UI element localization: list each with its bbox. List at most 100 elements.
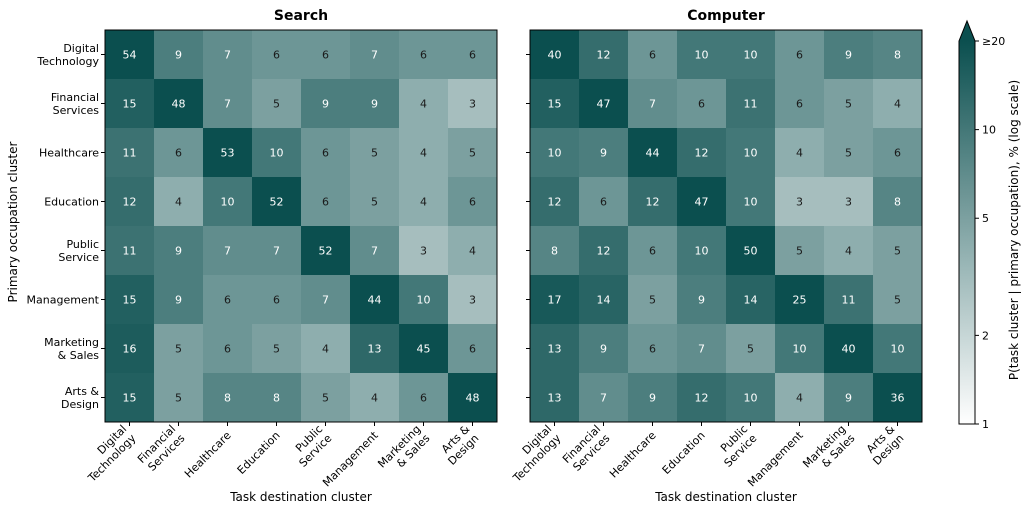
- heatmap-cell: [448, 30, 497, 79]
- cell-value-label: 7: [224, 98, 231, 111]
- cell-value-label: 4: [175, 196, 182, 209]
- cell-value-label: 6: [649, 245, 656, 258]
- heatmap-cell: [579, 324, 628, 373]
- heatmap-cell: [301, 79, 350, 128]
- heatmap-cell: [677, 79, 726, 128]
- cell-value-label: 5: [273, 343, 280, 356]
- cell-value-label: 9: [845, 49, 852, 62]
- heatmap-cell: [677, 373, 726, 422]
- x-axis-label: Task destination cluster: [229, 490, 372, 504]
- heatmap-cell: [530, 79, 579, 128]
- cell-value-label: 5: [273, 98, 280, 111]
- y-tick-label: Financial Services: [51, 91, 99, 117]
- heatmap-cell: [677, 128, 726, 177]
- cell-value-label: 16: [123, 343, 137, 356]
- cell-value-label: 7: [273, 245, 280, 258]
- cell-value-label: 48: [466, 392, 480, 405]
- heatmap-cell: [824, 177, 873, 226]
- heatmap-cell: [628, 226, 677, 275]
- heatmap-cell: [628, 275, 677, 324]
- cell-value-label: 10: [417, 294, 431, 307]
- cell-value-label: 13: [368, 343, 382, 356]
- cell-value-label: 40: [842, 343, 856, 356]
- heatmap-cell: [252, 128, 301, 177]
- x-axis-label: Task destination cluster: [654, 490, 797, 504]
- cell-value-label: 5: [894, 245, 901, 258]
- cell-value-label: 9: [845, 392, 852, 405]
- heatmap-cell: [399, 226, 448, 275]
- heatmap-cell: [203, 275, 252, 324]
- heatmap-cell: [824, 275, 873, 324]
- cell-value-label: 14: [744, 294, 758, 307]
- heatmap-cell: [448, 373, 497, 422]
- cell-value-label: 5: [845, 98, 852, 111]
- x-tick-label: Arts &Design: [861, 422, 907, 468]
- heatmap-cell: [252, 226, 301, 275]
- cell-value-label: 10: [744, 49, 758, 62]
- heatmap-cell: [350, 177, 399, 226]
- cell-value-label: 12: [695, 392, 709, 405]
- cell-value-label: 7: [371, 49, 378, 62]
- heatmap-cell: [301, 30, 350, 79]
- heatmap-cell: [530, 226, 579, 275]
- heatmap-cell: [628, 128, 677, 177]
- cell-value-label: 6: [224, 343, 231, 356]
- heatmap-cell: [448, 177, 497, 226]
- heatmap-cell: [726, 226, 775, 275]
- heatmap-cell: [726, 373, 775, 422]
- cell-value-label: 8: [224, 392, 231, 405]
- heatmap-cell: [154, 128, 203, 177]
- heatmap-cell: [203, 30, 252, 79]
- cell-value-label: 52: [270, 196, 284, 209]
- cell-value-label: 8: [551, 245, 558, 258]
- cell-value-label: 10: [695, 245, 709, 258]
- cell-value-label: 47: [597, 98, 611, 111]
- y-axis-label: Primary occupation cluster: [6, 141, 20, 302]
- cell-value-label: 9: [600, 343, 607, 356]
- heatmap-cell: [350, 30, 399, 79]
- cell-value-label: 4: [420, 147, 427, 160]
- cell-value-label: 8: [894, 196, 901, 209]
- heatmap-cell: [726, 128, 775, 177]
- colorbar-gradient: [959, 41, 975, 424]
- heatmap-cell: [775, 324, 824, 373]
- heatmap-cell: [154, 79, 203, 128]
- heatmap-cell: [301, 275, 350, 324]
- heatmap-cell: [579, 30, 628, 79]
- x-tick-label: FinancialServices: [135, 422, 188, 475]
- cell-value-label: 9: [371, 98, 378, 111]
- cell-value-label: 15: [123, 294, 137, 307]
- heatmap-cell: [252, 79, 301, 128]
- heatmap-cell: [154, 30, 203, 79]
- panel-title: Computer: [687, 8, 765, 24]
- y-tick-label: Arts & Design: [61, 385, 99, 411]
- cell-value-label: 4: [469, 245, 476, 258]
- cell-value-label: 9: [600, 147, 607, 160]
- cell-value-label: 6: [649, 49, 656, 62]
- cell-value-label: 9: [322, 98, 329, 111]
- cell-value-label: 6: [698, 98, 705, 111]
- x-tick-label: Education: [235, 429, 283, 477]
- cell-value-label: 10: [891, 343, 905, 356]
- cell-value-label: 10: [548, 147, 562, 160]
- heatmap-cell: [203, 226, 252, 275]
- cell-value-label: 6: [796, 98, 803, 111]
- cell-value-label: 17: [548, 294, 562, 307]
- cell-value-label: 11: [842, 294, 856, 307]
- heatmap-cell: [824, 324, 873, 373]
- colorbar-label: P(task cluster | primary occupation), % …: [1007, 80, 1021, 380]
- heatmap-cell: [824, 373, 873, 422]
- y-tick-label: Education: [44, 196, 99, 209]
- cell-value-label: 3: [796, 196, 803, 209]
- cell-value-label: 8: [894, 49, 901, 62]
- cell-value-label: 6: [420, 392, 427, 405]
- y-tick-label: Digital Technology: [36, 42, 99, 68]
- heatmap-cell: [628, 30, 677, 79]
- cell-value-label: 13: [548, 343, 562, 356]
- cell-value-label: 45: [417, 343, 431, 356]
- cell-value-label: 11: [123, 245, 137, 258]
- x-tick-label: Arts &Design: [436, 422, 482, 468]
- heatmap-cell: [448, 324, 497, 373]
- cell-value-label: 44: [646, 147, 660, 160]
